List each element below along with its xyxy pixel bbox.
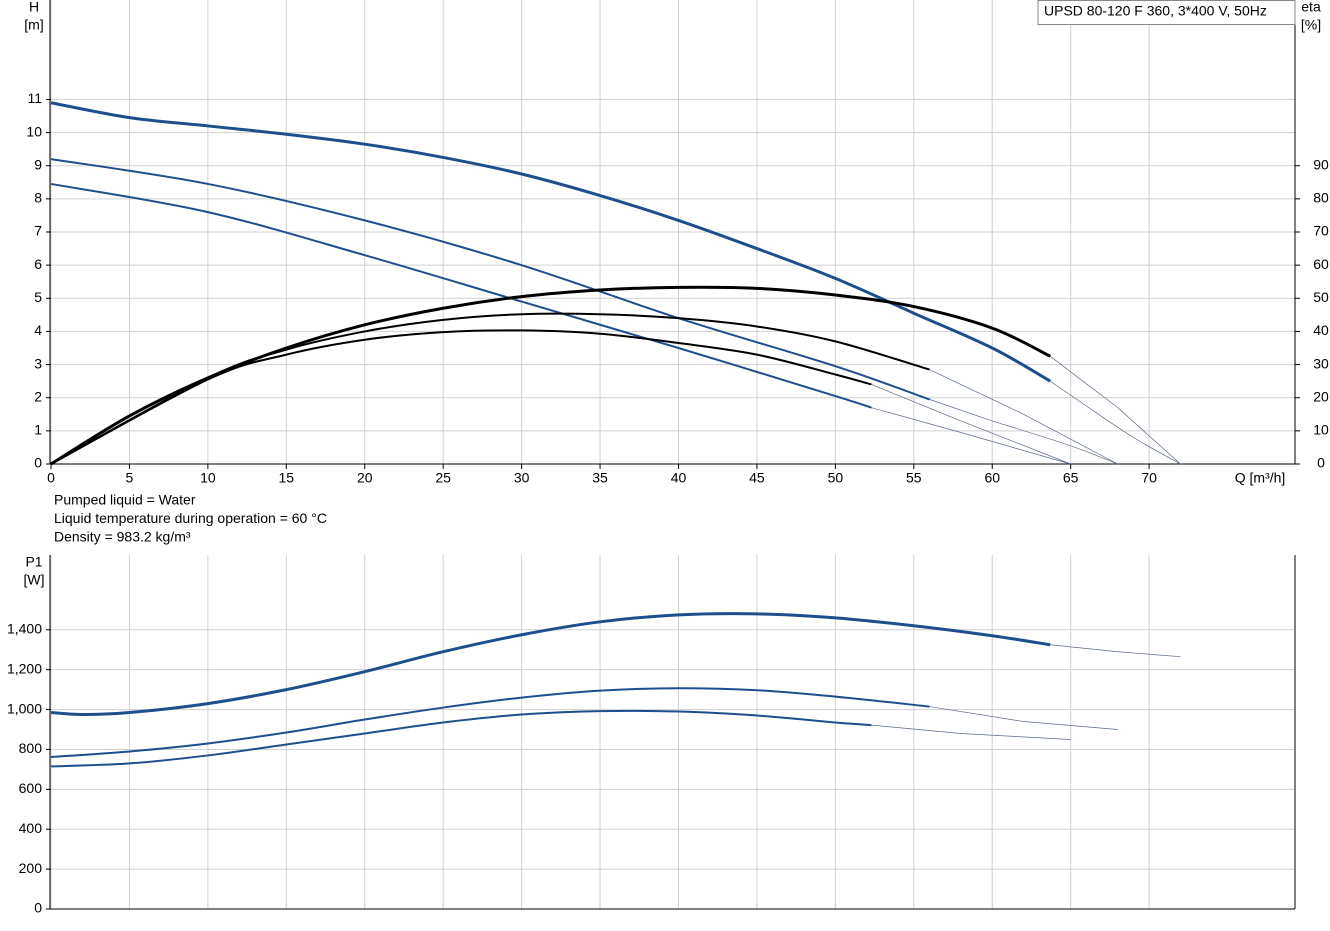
y2-tick-label: 70 [1313, 223, 1329, 239]
curve-join [871, 724, 961, 734]
curve [1023, 413, 1118, 465]
curve [960, 733, 1071, 740]
curve [1117, 407, 1181, 465]
curve [1117, 651, 1181, 658]
y2-tick-label: 50 [1313, 289, 1329, 305]
y-tick-label: 4 [34, 322, 42, 338]
x-tick-label: 60 [984, 470, 1000, 486]
x-tick-label: 55 [906, 470, 922, 486]
x-axis-label: Q [m³/h] [1235, 470, 1286, 486]
y-tick-label: 9 [34, 156, 42, 172]
curve [1086, 405, 1181, 465]
y-tick-label: 400 [19, 820, 43, 836]
chart-title: UPSD 80-120 F 360, 3*400 V, 50Hz [1044, 3, 1267, 19]
curve-join [1050, 644, 1118, 653]
y-axis-label: [W] [24, 572, 45, 588]
x-tick-label: 45 [749, 470, 765, 486]
x-tick-label: 10 [200, 470, 216, 486]
curve-join [1050, 356, 1118, 408]
curve-join [871, 407, 961, 433]
x-tick-label: 40 [671, 470, 687, 486]
x-tick-label: 25 [435, 470, 451, 486]
note: Density = 983.2 kg/m³ [54, 529, 191, 545]
y2-axis-label: eta [1301, 0, 1321, 15]
curve [1023, 721, 1118, 730]
y-tick-label: 200 [19, 860, 43, 876]
y2-tick-label: 10 [1313, 422, 1329, 438]
y-tick-label: 10 [26, 123, 42, 139]
curve-join [929, 399, 993, 422]
title-box [1037, 0, 1296, 25]
y2-tick-label: 40 [1313, 322, 1329, 338]
y-axis-label: [m] [24, 17, 43, 33]
y-tick-label: 1 [34, 422, 42, 438]
curve [50, 329, 872, 465]
y-tick-label: 5 [34, 289, 42, 305]
y-tick-label: 1,400 [7, 620, 42, 636]
y-tick-label: 7 [34, 223, 42, 239]
y-tick-label: 2 [34, 388, 42, 404]
note: Liquid temperature during operation = 60… [54, 510, 327, 526]
curve [50, 182, 872, 409]
y-tick-label: 0 [34, 900, 42, 916]
curve [50, 612, 1051, 717]
curve-join [871, 384, 961, 422]
x-tick-label: 0 [47, 470, 55, 486]
curve-join [929, 706, 1024, 722]
y-tick-label: 600 [19, 780, 43, 796]
x-tick-label: 20 [357, 470, 373, 486]
x-tick-label: 50 [828, 470, 844, 486]
note: Pumped liquid = Water [54, 492, 196, 508]
y-tick-label: 11 [27, 90, 42, 106]
curve-join [1050, 380, 1087, 407]
y-tick-label: 3 [34, 355, 42, 371]
x-tick-label: 65 [1063, 470, 1079, 486]
curve [50, 158, 930, 401]
x-tick-label: 5 [126, 470, 134, 486]
y2-tick-label: 30 [1313, 355, 1329, 371]
curve [50, 709, 872, 768]
curve [960, 420, 1071, 465]
x-tick-label: 30 [514, 470, 530, 486]
y2-tick-label: 0 [1317, 455, 1325, 471]
x-tick-label: 15 [279, 470, 295, 486]
y-tick-label: 1,000 [7, 700, 42, 716]
curve [50, 312, 930, 465]
y-tick-label: 1,200 [7, 660, 42, 676]
y-axis-label: H [29, 0, 39, 15]
y-tick-label: 800 [19, 740, 43, 756]
y-tick-label: 6 [34, 256, 42, 272]
y2-tick-label: 90 [1313, 156, 1329, 172]
y2-tick-label: 60 [1313, 256, 1329, 272]
y-axis-label: P1 [25, 554, 42, 570]
y2-axis-label: [%] [1301, 17, 1321, 33]
curve [50, 101, 1052, 383]
curve [50, 687, 930, 759]
curve-join [929, 369, 1024, 415]
x-tick-label: 70 [1141, 470, 1157, 486]
y-tick-label: 0 [34, 455, 42, 471]
curve [992, 420, 1118, 465]
y2-tick-label: 20 [1313, 388, 1329, 404]
curve [960, 432, 1071, 465]
y2-tick-label: 80 [1313, 190, 1329, 206]
y-tick-label: 8 [34, 190, 42, 206]
x-tick-label: 35 [592, 470, 608, 486]
